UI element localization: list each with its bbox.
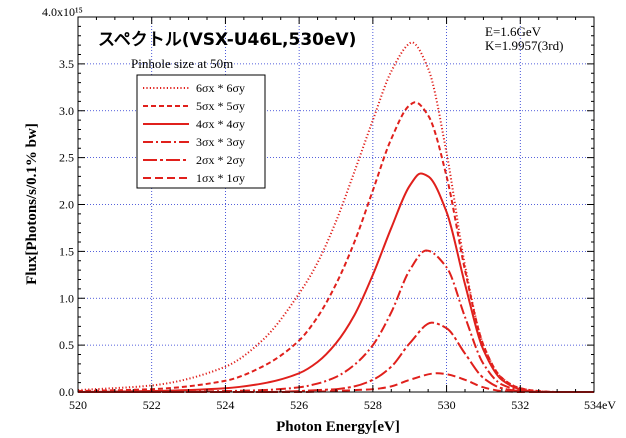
- legend-label: 1σx * 1σy: [196, 171, 245, 185]
- series-line-5sigma: [77, 101, 594, 393]
- y-tick-label: 2.5: [59, 151, 74, 165]
- axis-ticks: [77, 17, 595, 393]
- x-tick-label: 532: [511, 398, 529, 412]
- x-tick-label: 524: [216, 398, 234, 412]
- info-k-value: K=1.9957(3rd): [485, 38, 563, 53]
- legend-box: [136, 74, 266, 189]
- legend-label: 5σx * 5σy: [196, 99, 245, 113]
- legend-label: 3σx * 3σy: [196, 135, 245, 149]
- x-tick-label: 526: [290, 398, 308, 412]
- y-tick-label: 0.0: [59, 385, 74, 399]
- y-tick-label: 2.0: [59, 198, 74, 212]
- legend-title: Pinhole size at 50m: [131, 56, 233, 71]
- series-line-4sigma: [77, 172, 594, 393]
- y-axis-title: Flux[Photons/s/0.1% bw]: [24, 123, 40, 285]
- y-tick-label: 3.5: [59, 57, 74, 71]
- series-line-2sigma: [78, 321, 594, 394]
- grid: [78, 17, 594, 392]
- chart-title: スペクトル(VSX-U46L,530eV): [98, 30, 356, 50]
- x-tick-labels: 520 522 524 526 528 530 532 534eV: [69, 398, 616, 412]
- y-tick-labels: 0.0 0.5 1.0 1.5 2.0 2.5 3.0 3.5: [59, 57, 74, 399]
- y-tick-label: 3.0: [59, 104, 74, 118]
- x-tick-label: 530: [438, 398, 456, 412]
- x-tick-label: 520: [69, 398, 87, 412]
- legend-label: 6σx * 6σy: [196, 81, 245, 95]
- series-line-6sigma: [77, 41, 594, 393]
- x-tick-label: 528: [364, 398, 382, 412]
- y-tick-label: 1.5: [59, 244, 74, 258]
- x-axis-title: Photon Energy[eV]: [276, 419, 400, 435]
- legend-label: 2σx * 2σy: [196, 153, 245, 167]
- y-tick-label: 1.0: [59, 291, 74, 305]
- y-scale-label: 4.0x10¹⁵: [42, 5, 83, 19]
- legend: 6σx * 6σy 5σx * 5σy 4σx * 4σy 3σx * 3σy 2σx …: [143, 81, 245, 185]
- x-tick-label: 522: [143, 398, 161, 412]
- legend-label: 4σx * 4σy: [196, 117, 245, 131]
- x-tick-label: 534eV: [584, 398, 616, 412]
- y-tick-label: 0.5: [59, 338, 74, 352]
- info-energy: E=1.6GeV: [485, 24, 542, 39]
